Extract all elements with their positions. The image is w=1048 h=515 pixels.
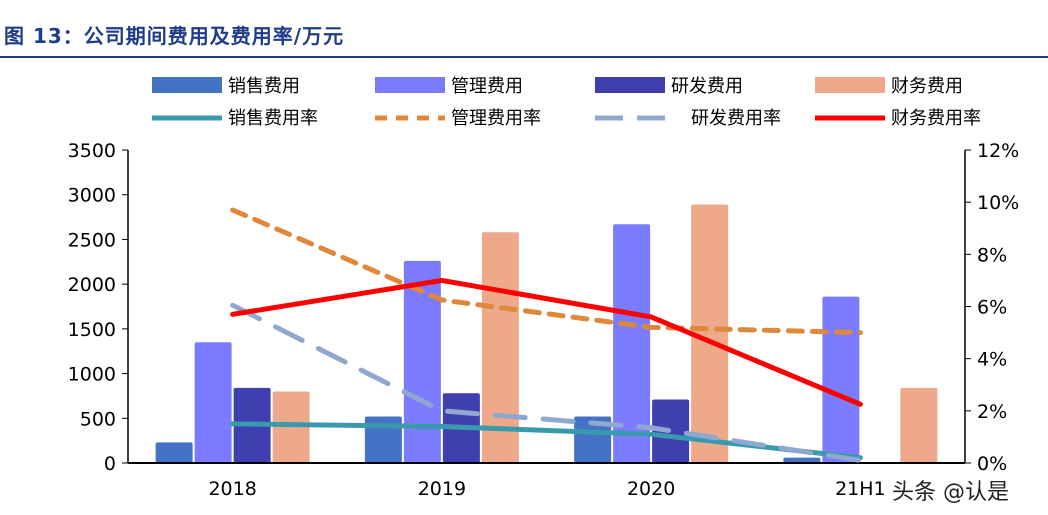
x-tick-label: 21H1: [835, 478, 886, 500]
bar-管理费用-2020: [613, 224, 651, 463]
bar-财务费用-2018: [272, 391, 310, 463]
right-tick-label: 6%: [977, 297, 1007, 319]
left-tick-label: 500: [80, 408, 116, 430]
legend-label: 管理费用: [451, 76, 523, 97]
line-管理费用率: [230, 207, 863, 336]
legend-label: 研发费用率: [691, 108, 781, 129]
legend-label: 销售费用率: [228, 108, 318, 129]
x-tick-label: 2019: [418, 478, 466, 500]
left-tick-label: 2000: [68, 274, 116, 296]
bar-管理费用-2019: [403, 260, 441, 463]
legend-label: 财务费用: [891, 76, 963, 97]
legend-swatch: [595, 77, 665, 93]
x-tick-label: 2018: [208, 478, 256, 500]
line-销售费用率: [230, 421, 863, 461]
bar-管理费用-2018: [194, 342, 232, 463]
legend-label: 销售费用: [228, 76, 300, 97]
bar-销售费用-2020: [574, 416, 612, 463]
right-tick-label: 4%: [977, 349, 1007, 371]
right-tick-label: 2%: [977, 401, 1007, 423]
watermark: 头条 @认是: [892, 480, 1009, 505]
x-tick-label: 2020: [627, 478, 675, 500]
bar-销售费用-21H1: [783, 457, 821, 463]
line-研发费用率: [230, 302, 863, 463]
title-rule: [0, 56, 1048, 58]
right-tick-label: 12%: [977, 140, 1019, 162]
bar-财务费用-21H1: [900, 387, 938, 463]
right-tick-label: 8%: [977, 244, 1007, 266]
bar-销售费用-2018: [155, 442, 193, 463]
legend-label: 财务费用率: [891, 108, 981, 129]
bar-管理费用-21H1: [822, 296, 860, 463]
legend-swatch: [152, 77, 222, 93]
left-tick-label: 0: [104, 453, 116, 475]
legend-swatch: [815, 77, 885, 93]
bar-财务费用-2020: [691, 204, 729, 463]
right-tick-label: 0%: [977, 453, 1007, 475]
line-财务费用率: [230, 277, 863, 407]
left-tick-label: 2500: [68, 229, 116, 251]
figure-title: 图 13：公司期间费用及费用率/万元: [4, 24, 345, 48]
legend-swatch: [375, 77, 445, 93]
legend-label: 研发费用: [671, 76, 743, 97]
left-tick-label: 1000: [68, 364, 116, 386]
left-tick-label: 1500: [68, 319, 116, 341]
left-tick-label: 3500: [68, 140, 116, 162]
left-tick-label: 3000: [68, 185, 116, 207]
legend-label: 管理费用率: [451, 108, 541, 129]
right-tick-label: 10%: [977, 192, 1019, 214]
